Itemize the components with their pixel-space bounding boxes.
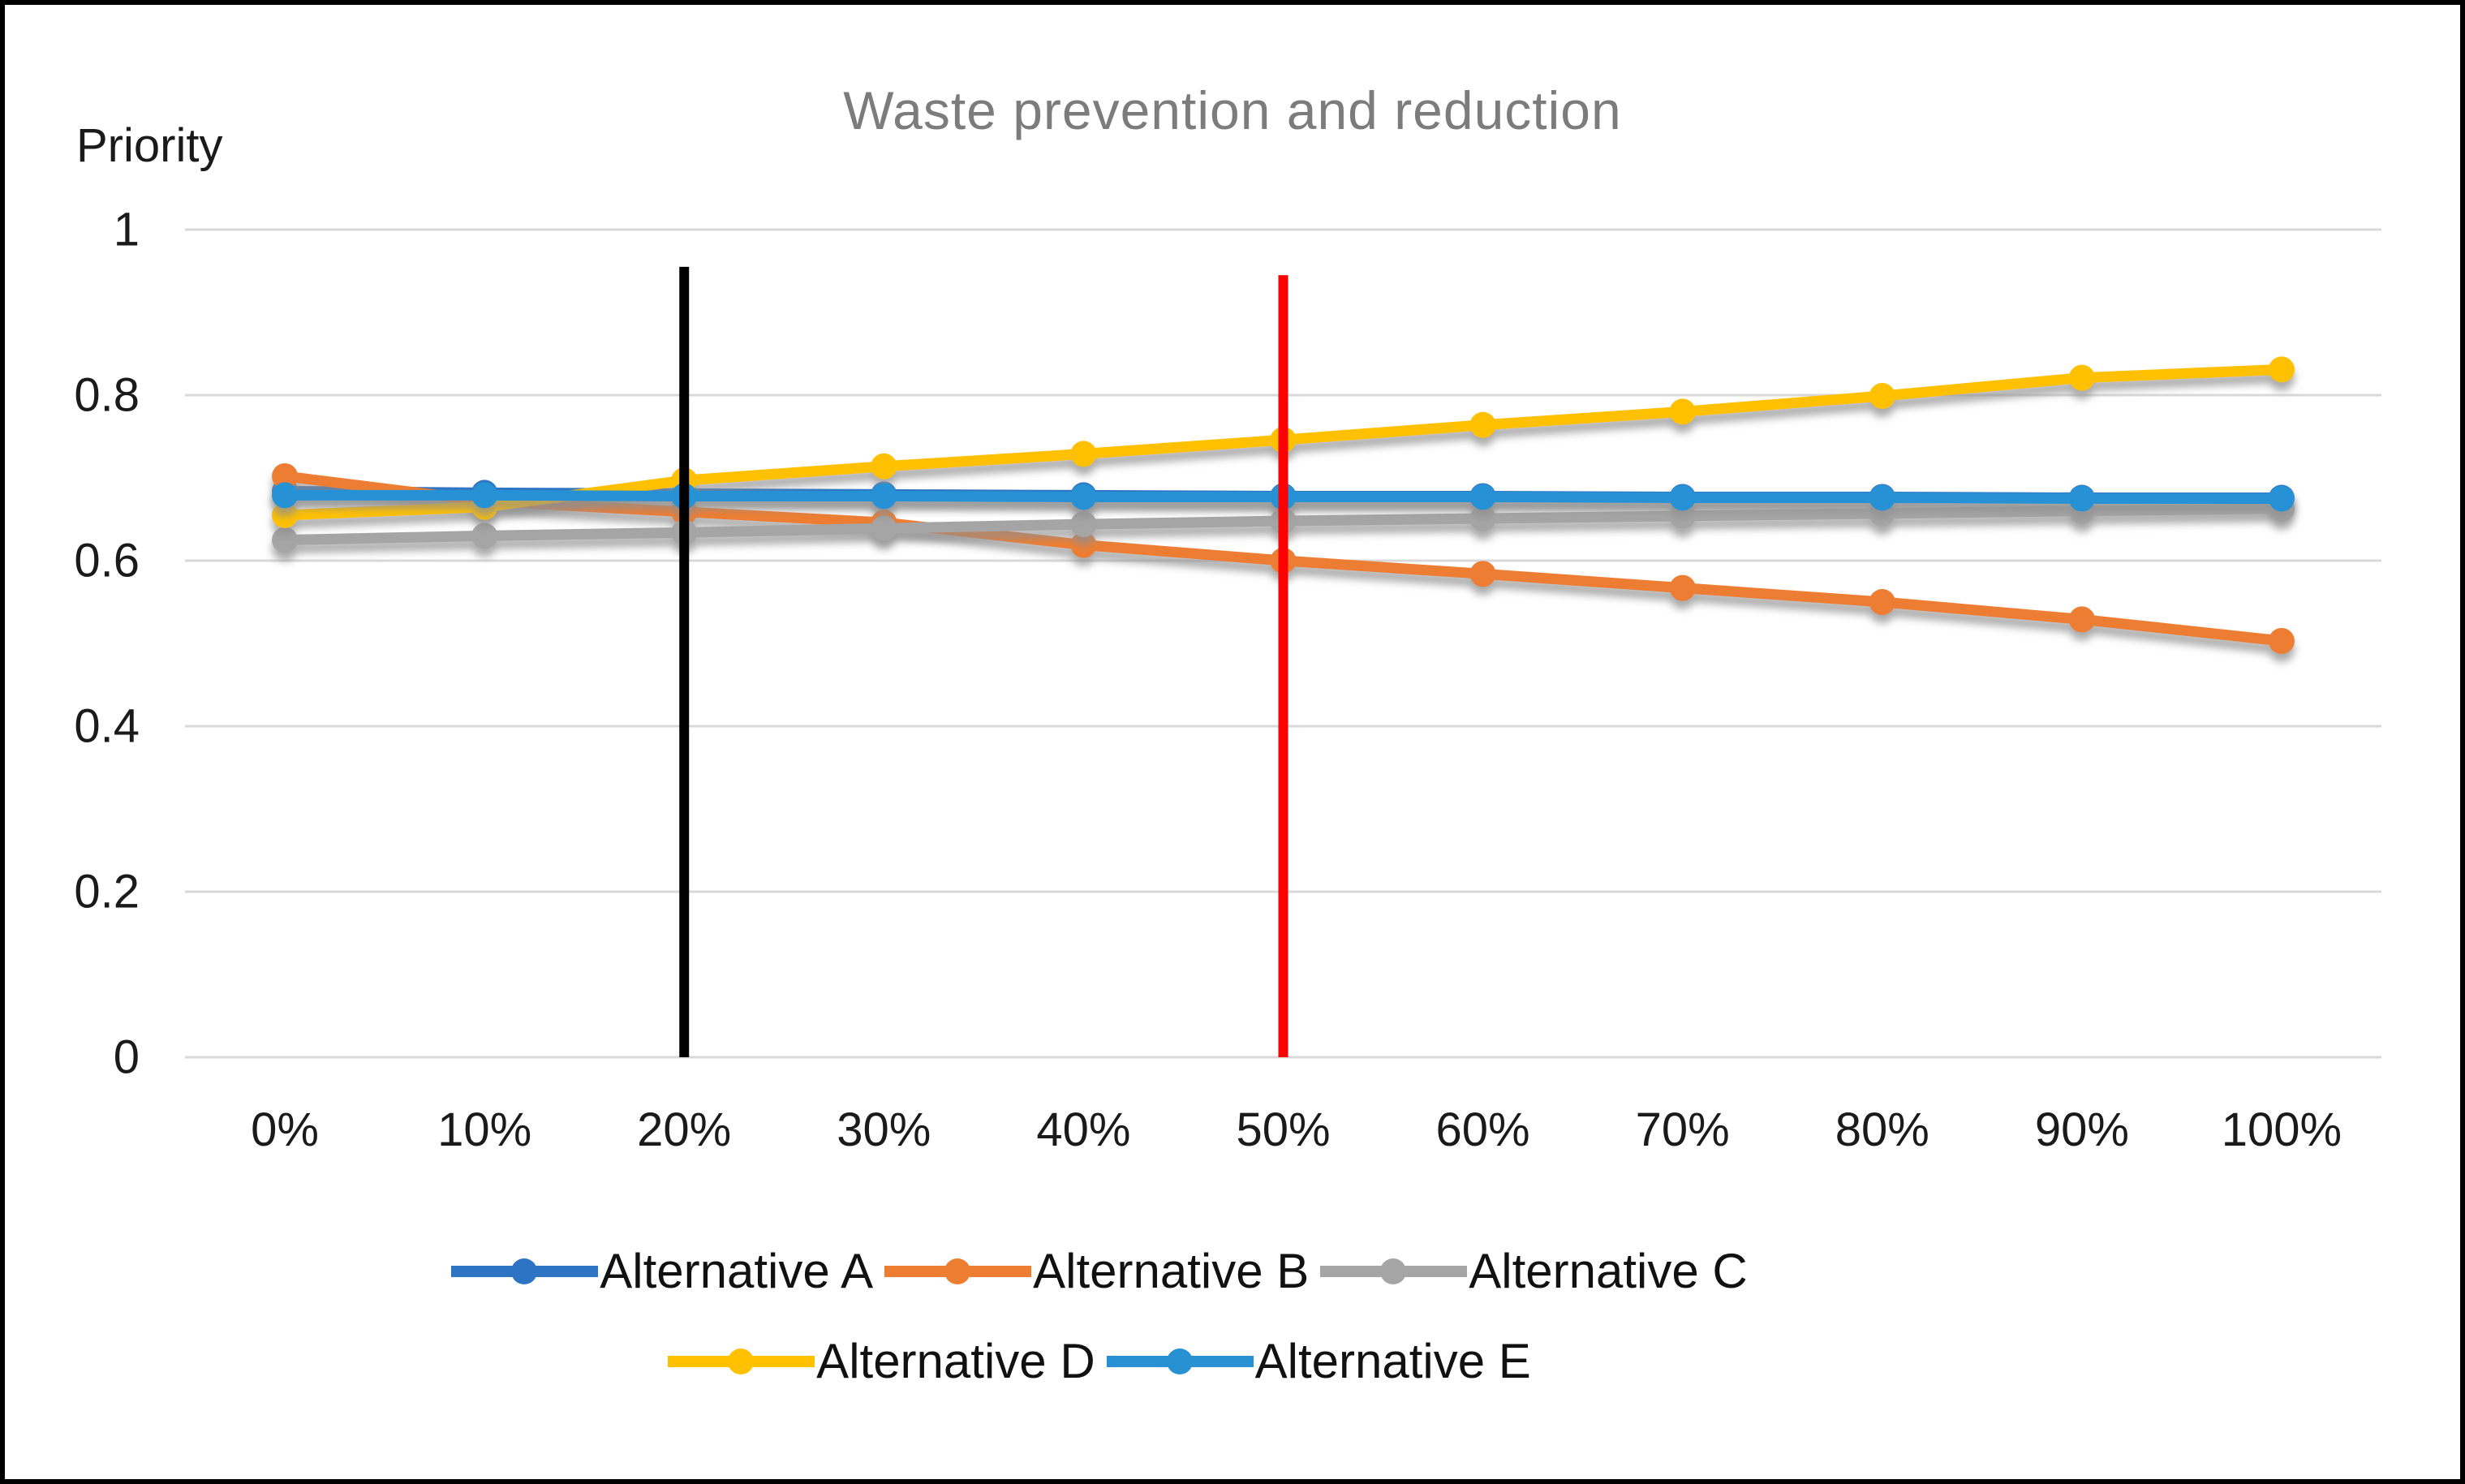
reference-lines <box>679 266 1288 1057</box>
x-tick-label-90-: 90% <box>2035 1103 2129 1156</box>
y-tick-label-0: 0 <box>114 1031 140 1084</box>
data-point-alternative-c-30- <box>871 515 897 542</box>
x-tick-label-70-: 70% <box>1636 1103 1730 1156</box>
legend: Alternative A Alternative B Alternative C … <box>0 1243 2465 1423</box>
x-tick-label-10-: 10% <box>437 1103 531 1156</box>
x-tick-label-30-: 30% <box>837 1103 931 1156</box>
y-tick-label-0.4: 0.4 <box>74 700 140 753</box>
data-point-alternative-c-10- <box>471 523 498 549</box>
legend-item-alternative-d: Alternative D <box>666 1333 1095 1389</box>
data-point-alternative-e-80- <box>1869 484 1895 511</box>
legend-item-alternative-e: Alternative E <box>1105 1333 1531 1389</box>
data-point-alternative-c-0- <box>272 527 299 553</box>
x-tick-label-0-: 0% <box>251 1103 319 1156</box>
data-point-alternative-b-100- <box>2268 627 2295 654</box>
y-axis-title: Priority <box>76 119 223 172</box>
legend-label-alternative-e: Alternative E <box>1254 1334 1531 1388</box>
chart-title: Waste prevention and reduction <box>843 80 1622 140</box>
x-tick-label-60-: 60% <box>1436 1103 1530 1156</box>
x-tick-label-50-: 50% <box>1236 1103 1330 1156</box>
data-point-alternative-e-90- <box>2068 485 2095 512</box>
data-point-alternative-b-40- <box>1070 531 1097 558</box>
data-point-alternative-e-100- <box>2268 485 2295 512</box>
data-point-alternative-e-40- <box>1070 484 1097 510</box>
data-point-alternative-c-40- <box>1070 511 1097 538</box>
legend-dot-alternative-a <box>511 1258 538 1284</box>
y-tick-label-0.2: 0.2 <box>74 866 140 918</box>
data-point-alternative-d-90- <box>2068 364 2095 391</box>
data-point-alternative-c-70- <box>1669 502 1696 529</box>
x-tick-label-20-: 20% <box>637 1103 731 1156</box>
data-point-alternative-e-30- <box>871 483 897 510</box>
legend-label-alternative-a: Alternative A <box>600 1244 874 1298</box>
legend-dot-alternative-d <box>728 1348 755 1374</box>
legend-marker-icon <box>451 1258 599 1284</box>
legend-marker-icon <box>1320 1258 1468 1284</box>
data-point-alternative-d-70- <box>1669 398 1696 425</box>
data-point-alternative-e-60- <box>1469 484 1496 510</box>
x-tick-label-80-: 80% <box>1835 1103 1929 1156</box>
legend-dot-alternative-b <box>944 1258 971 1284</box>
data-point-alternative-d-60- <box>1469 411 1496 438</box>
axis-tick-labels: 1 0.8 0.6 0.4 0.2 0 0% 10% 20% 30% 40% 50% 60% 70% 80%… <box>74 204 2342 1157</box>
legend-row-1: Alternative A Alternative B Alternative C <box>0 1243 2465 1299</box>
legend-label-alternative-b: Alternative B <box>1033 1244 1310 1298</box>
legend-marker-icon <box>1106 1348 1254 1374</box>
data-point-alternative-e-0- <box>272 482 299 509</box>
legend-marker-icon <box>668 1348 815 1374</box>
data-point-alternative-d-30- <box>871 453 897 480</box>
data-point-alternative-d-40- <box>1070 441 1097 467</box>
data-point-alternative-e-70- <box>1669 484 1696 511</box>
x-tick-label-40-: 40% <box>1036 1103 1130 1156</box>
y-tick-label-1: 1 <box>114 204 140 256</box>
legend-row-2: Alternative D Alternative E <box>0 1333 2465 1389</box>
data-point-alternative-d-100- <box>2268 356 2295 383</box>
legend-label-alternative-d: Alternative D <box>816 1334 1095 1388</box>
y-tick-label-0.8: 0.8 <box>74 369 140 422</box>
legend-dot-alternative-c <box>1380 1258 1407 1284</box>
data-point-alternative-b-80- <box>1869 589 1895 615</box>
data-point-alternative-b-70- <box>1669 574 1696 601</box>
legend-marker-icon <box>884 1258 1032 1284</box>
data-point-alternative-c-60- <box>1469 505 1496 531</box>
data-point-alternative-e-10- <box>471 482 498 509</box>
data-point-alternative-d-80- <box>1869 383 1895 410</box>
legend-item-alternative-c: Alternative C <box>1319 1243 1748 1299</box>
data-point-alternative-d-0- <box>272 501 299 528</box>
data-point-alternative-b-0- <box>272 462 299 489</box>
legend-item-alternative-a: Alternative A <box>450 1243 873 1299</box>
x-tick-label-100-: 100% <box>2222 1103 2342 1156</box>
data-point-alternative-b-90- <box>2068 606 2095 633</box>
legend-item-alternative-b: Alternative B <box>883 1243 1309 1299</box>
legend-dot-alternative-e <box>1166 1348 1193 1374</box>
legend-label-alternative-c: Alternative C <box>1469 1244 1748 1298</box>
y-tick-label-0.6: 0.6 <box>74 535 140 587</box>
data-point-alternative-b-60- <box>1469 561 1496 587</box>
